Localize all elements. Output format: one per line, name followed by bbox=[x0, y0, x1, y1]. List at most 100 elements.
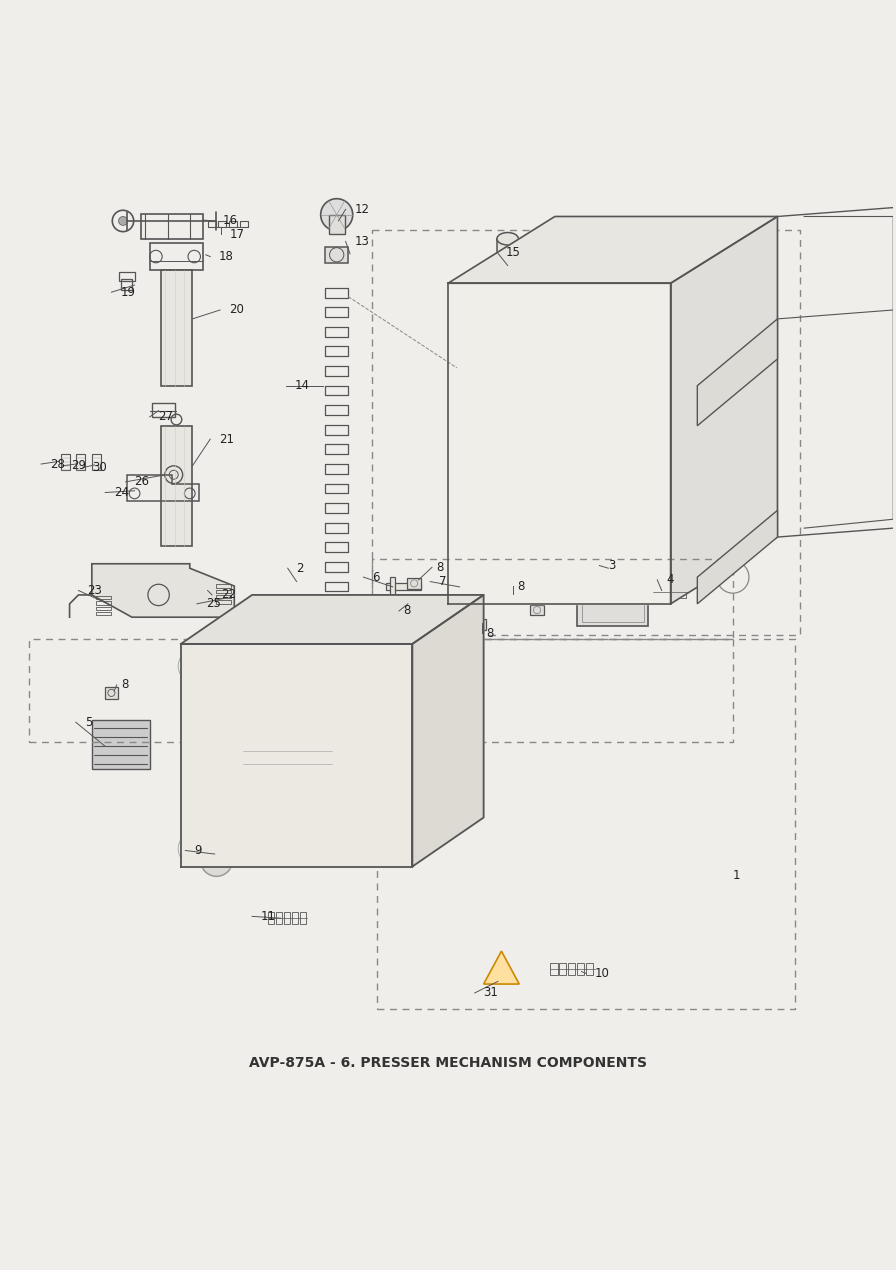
Bar bbox=[457, 572, 464, 584]
Polygon shape bbox=[484, 951, 520, 984]
Text: 25: 25 bbox=[206, 597, 220, 611]
Bar bbox=[457, 594, 464, 608]
Ellipse shape bbox=[497, 232, 519, 245]
Text: 18: 18 bbox=[220, 250, 234, 263]
Bar bbox=[229, 221, 237, 227]
Bar bbox=[497, 239, 519, 297]
Bar bbox=[479, 502, 640, 582]
Bar bbox=[586, 963, 593, 975]
Bar bbox=[96, 596, 110, 599]
Bar bbox=[577, 963, 584, 975]
Text: 23: 23 bbox=[88, 584, 102, 597]
Text: 30: 30 bbox=[91, 461, 107, 474]
Bar bbox=[472, 618, 487, 630]
Text: 12: 12 bbox=[355, 203, 369, 216]
Text: 22: 22 bbox=[221, 588, 236, 602]
Text: 8: 8 bbox=[518, 579, 525, 593]
Text: 17: 17 bbox=[230, 227, 245, 241]
Bar bbox=[219, 221, 227, 227]
Bar bbox=[325, 246, 349, 263]
Bar bbox=[502, 592, 516, 602]
Bar bbox=[653, 585, 659, 598]
Text: 20: 20 bbox=[229, 304, 244, 316]
Text: !: ! bbox=[499, 970, 504, 980]
Bar bbox=[150, 243, 203, 271]
Bar bbox=[121, 279, 132, 290]
Text: 14: 14 bbox=[295, 380, 310, 392]
Bar bbox=[76, 455, 85, 470]
Text: 8: 8 bbox=[436, 561, 444, 574]
Text: 3: 3 bbox=[608, 559, 616, 572]
Bar bbox=[530, 605, 544, 616]
Bar bbox=[559, 963, 566, 975]
Circle shape bbox=[201, 845, 233, 876]
Bar bbox=[239, 221, 247, 227]
Bar bbox=[407, 578, 421, 589]
Text: 16: 16 bbox=[223, 215, 237, 227]
Bar bbox=[448, 584, 470, 594]
Polygon shape bbox=[697, 511, 778, 603]
Text: 19: 19 bbox=[120, 286, 135, 298]
Polygon shape bbox=[181, 644, 412, 866]
Text: 11: 11 bbox=[261, 909, 276, 923]
Bar bbox=[152, 404, 175, 417]
Text: 7: 7 bbox=[439, 575, 446, 588]
Bar bbox=[662, 585, 668, 598]
Bar bbox=[577, 568, 649, 626]
Text: 4: 4 bbox=[666, 573, 674, 587]
Text: 15: 15 bbox=[506, 245, 521, 259]
Bar bbox=[550, 963, 557, 975]
Text: 29: 29 bbox=[72, 460, 86, 472]
Polygon shape bbox=[448, 283, 670, 603]
Text: 28: 28 bbox=[50, 457, 65, 470]
Bar bbox=[284, 912, 290, 925]
Polygon shape bbox=[697, 319, 778, 425]
Bar bbox=[141, 213, 203, 239]
Bar bbox=[501, 298, 515, 315]
Bar bbox=[670, 585, 676, 598]
Text: 8: 8 bbox=[487, 626, 494, 640]
Bar bbox=[91, 720, 150, 768]
Bar bbox=[217, 589, 231, 593]
Bar bbox=[268, 912, 274, 925]
Bar bbox=[398, 598, 412, 610]
Text: 2: 2 bbox=[297, 561, 304, 575]
Bar bbox=[161, 425, 192, 546]
Bar bbox=[582, 573, 644, 621]
Bar bbox=[61, 455, 70, 470]
Polygon shape bbox=[412, 594, 484, 866]
Bar bbox=[96, 601, 110, 605]
Bar bbox=[217, 601, 231, 603]
Text: 9: 9 bbox=[194, 845, 202, 857]
Text: 24: 24 bbox=[114, 486, 129, 499]
Bar bbox=[217, 584, 231, 588]
Text: 8: 8 bbox=[121, 678, 129, 691]
Bar bbox=[329, 215, 345, 234]
Bar bbox=[91, 455, 100, 470]
Bar bbox=[300, 912, 306, 925]
Text: 6: 6 bbox=[373, 570, 380, 584]
Text: 27: 27 bbox=[159, 410, 174, 423]
Bar bbox=[390, 577, 395, 597]
Bar bbox=[568, 963, 575, 975]
Text: 21: 21 bbox=[220, 433, 234, 446]
Bar bbox=[466, 315, 653, 582]
Text: 1: 1 bbox=[733, 869, 740, 881]
Bar bbox=[161, 271, 192, 386]
Bar bbox=[230, 697, 346, 795]
Polygon shape bbox=[181, 594, 484, 644]
Polygon shape bbox=[91, 564, 234, 617]
Text: 10: 10 bbox=[595, 966, 610, 980]
Bar bbox=[208, 221, 216, 227]
Bar bbox=[385, 583, 421, 591]
Text: 13: 13 bbox=[355, 235, 369, 248]
Bar bbox=[118, 272, 134, 281]
Bar bbox=[679, 585, 685, 598]
Text: 8: 8 bbox=[403, 605, 411, 617]
Polygon shape bbox=[670, 216, 778, 603]
Circle shape bbox=[118, 216, 127, 225]
Text: AVP-875A - 6. PRESSER MECHANISM COMPONENTS: AVP-875A - 6. PRESSER MECHANISM COMPONEN… bbox=[249, 1055, 647, 1069]
Text: 5: 5 bbox=[85, 716, 92, 729]
Text: 31: 31 bbox=[484, 987, 498, 999]
Bar bbox=[105, 687, 117, 699]
